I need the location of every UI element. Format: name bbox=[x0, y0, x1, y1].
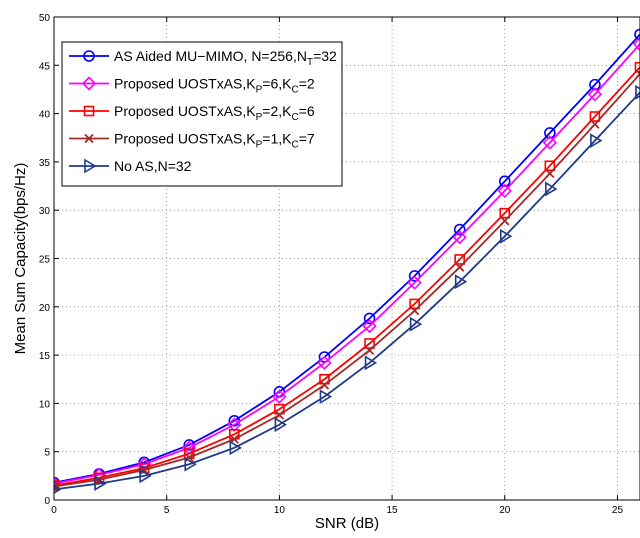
series-5-point bbox=[274, 417, 287, 433]
series-4 bbox=[54, 69, 640, 492]
legend-marker bbox=[83, 50, 95, 62]
legend-entry-5: No AS,N=32 bbox=[69, 158, 192, 174]
legend-entry-1: AS Aided MU−MIMO, N=256,NT=32 bbox=[69, 48, 337, 68]
y-tick-label: 25 bbox=[39, 255, 51, 266]
series-3-point bbox=[454, 254, 465, 265]
legend-marker bbox=[84, 133, 94, 144]
series-2-point bbox=[362, 318, 377, 334]
series-2-point bbox=[227, 417, 242, 432]
series-2-point bbox=[452, 230, 467, 245]
series-4-point bbox=[409, 306, 420, 316]
axis-ticks: 0 5 10 15 20 25 0 5 10 15 20 25 30 35 40 45 50 bbox=[39, 13, 624, 516]
y-axis-label: Mean Sum Capacity(bps/Hz) bbox=[12, 163, 29, 355]
y-tick-label: 0 bbox=[44, 496, 50, 507]
y-tick-label: 20 bbox=[39, 303, 51, 314]
series-5-point bbox=[139, 468, 152, 484]
series-2-point bbox=[587, 87, 603, 102]
y-tick-label: 30 bbox=[39, 206, 51, 217]
series-1-point bbox=[589, 78, 601, 91]
series-2-point bbox=[407, 275, 422, 290]
series-4-point bbox=[635, 69, 640, 79]
series-4-point bbox=[590, 119, 600, 129]
legend-entry-4: Proposed UOSTxAS,KP=1,KC=7 bbox=[69, 131, 315, 151]
y-tick-label: 45 bbox=[39, 61, 51, 72]
series-5-point bbox=[94, 476, 107, 491]
legend: AS Aided MU−MIMO, N=256,NT=32 Proposed UO… bbox=[61, 41, 343, 187]
series-3-point bbox=[364, 338, 375, 349]
series-4-point bbox=[319, 380, 330, 390]
series-5-point bbox=[54, 484, 62, 494]
series-4-point bbox=[184, 452, 194, 463]
series-4-point bbox=[545, 168, 555, 179]
legend-marker bbox=[83, 105, 95, 117]
y-tick-label: 5 bbox=[44, 448, 50, 459]
series-1-line bbox=[54, 33, 640, 484]
series-3-point bbox=[319, 373, 330, 385]
series-2-point bbox=[497, 183, 512, 199]
series-5-point bbox=[499, 228, 513, 244]
series-1-point bbox=[408, 270, 421, 282]
legend-label: AS Aided MU−MIMO, N=256,NT=32 bbox=[114, 48, 337, 68]
x-axis-label: SNR (dB) bbox=[315, 515, 379, 532]
series-1-point bbox=[498, 175, 511, 188]
series-5-point bbox=[635, 84, 640, 100]
series-5-point bbox=[364, 355, 378, 371]
series-2-point bbox=[317, 355, 332, 370]
series-2-point bbox=[542, 135, 557, 150]
legend-box bbox=[61, 41, 343, 187]
series-5-point bbox=[545, 181, 558, 197]
series-layer bbox=[54, 28, 640, 494]
legend-marker bbox=[81, 76, 97, 91]
legend-marker bbox=[84, 158, 97, 174]
series-5-point bbox=[454, 274, 468, 290]
series-3-point bbox=[274, 403, 285, 415]
series-4-line bbox=[54, 73, 640, 488]
series-1-point bbox=[453, 223, 466, 236]
legend-label: No AS,N=32 bbox=[114, 158, 192, 174]
x-tick-label: 10 bbox=[274, 505, 286, 516]
series-4-point bbox=[139, 465, 149, 475]
y-tick-label: 50 bbox=[39, 13, 51, 24]
series-5 bbox=[54, 84, 640, 494]
series-5-point bbox=[409, 316, 423, 332]
x-tick-label: 5 bbox=[164, 505, 170, 516]
series-5-point bbox=[184, 456, 197, 472]
series-3-point bbox=[634, 61, 640, 73]
series-5-point bbox=[229, 440, 242, 456]
series-3-point bbox=[499, 207, 511, 219]
series-4-point bbox=[274, 410, 285, 420]
x-tick-label: 15 bbox=[387, 505, 399, 516]
series-5-point bbox=[590, 133, 603, 149]
series-1-point bbox=[544, 127, 556, 139]
series-2-line bbox=[54, 43, 640, 485]
series-3-line bbox=[54, 66, 640, 487]
series-3-point bbox=[409, 298, 420, 310]
y-tick-label: 15 bbox=[39, 351, 51, 362]
series-4-point bbox=[500, 216, 510, 226]
series-1-point bbox=[634, 28, 640, 41]
series-5-line bbox=[54, 91, 640, 491]
series-4-point bbox=[455, 262, 465, 272]
series-2-point bbox=[632, 36, 640, 52]
legend-entry-3: Proposed UOSTxAS,KP=2,KC=6 bbox=[69, 103, 315, 123]
y-tick-label: 10 bbox=[39, 399, 51, 410]
series-5-point bbox=[319, 389, 333, 405]
series-2-point bbox=[272, 389, 287, 404]
legend-entry-2: Proposed UOSTxAS,KP=6,KC=2 bbox=[69, 76, 315, 96]
legend-label: Proposed UOSTxAS,KP=6,KC=2 bbox=[114, 76, 315, 96]
series-3-point bbox=[589, 111, 601, 122]
series-4-point bbox=[364, 345, 375, 355]
y-tick-label: 40 bbox=[39, 110, 51, 121]
x-tick-label: 0 bbox=[51, 505, 57, 516]
series-1-point bbox=[363, 312, 376, 325]
x-tick-label: 20 bbox=[499, 505, 511, 516]
series-3-point bbox=[544, 160, 556, 172]
y-tick-label: 35 bbox=[39, 158, 51, 169]
legend-label: Proposed UOSTxAS,KP=1,KC=7 bbox=[114, 131, 315, 151]
x-tick-label: 25 bbox=[612, 505, 624, 516]
series-3 bbox=[54, 61, 640, 491]
legend-label: Proposed UOSTxAS,KP=2,KC=6 bbox=[114, 103, 315, 123]
